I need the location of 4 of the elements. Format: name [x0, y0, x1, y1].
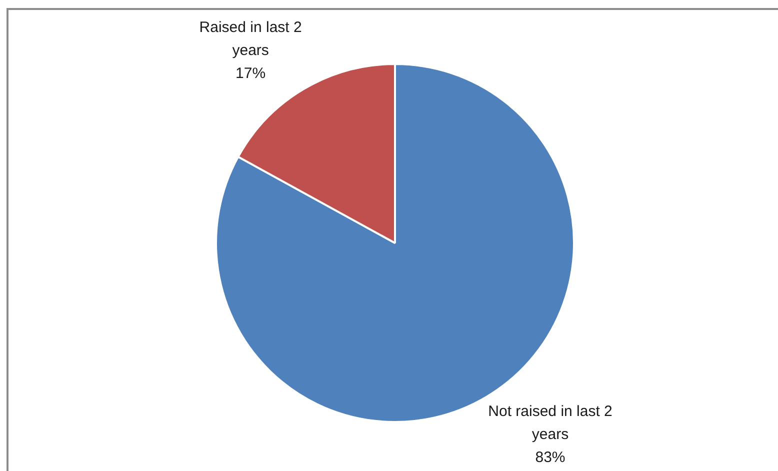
data-label: 83% [535, 449, 566, 466]
slice-label: Not raised in last 2 years [488, 403, 612, 444]
data-label: 17% [236, 65, 266, 82]
slice-label: Raised in last 2 years [199, 19, 302, 60]
